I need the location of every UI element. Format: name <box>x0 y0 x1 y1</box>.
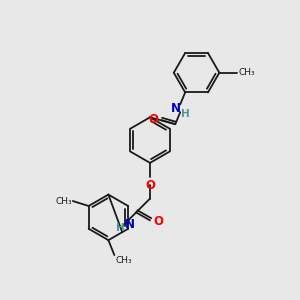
Text: O: O <box>153 215 163 228</box>
Text: CH₃: CH₃ <box>115 256 132 265</box>
Text: O: O <box>145 179 155 192</box>
Text: H: H <box>116 223 125 233</box>
Text: H: H <box>181 109 190 119</box>
Text: CH₃: CH₃ <box>238 68 255 77</box>
Text: CH₃: CH₃ <box>55 196 72 206</box>
Text: N: N <box>171 102 181 115</box>
Text: N: N <box>125 218 135 231</box>
Text: O: O <box>148 113 158 126</box>
